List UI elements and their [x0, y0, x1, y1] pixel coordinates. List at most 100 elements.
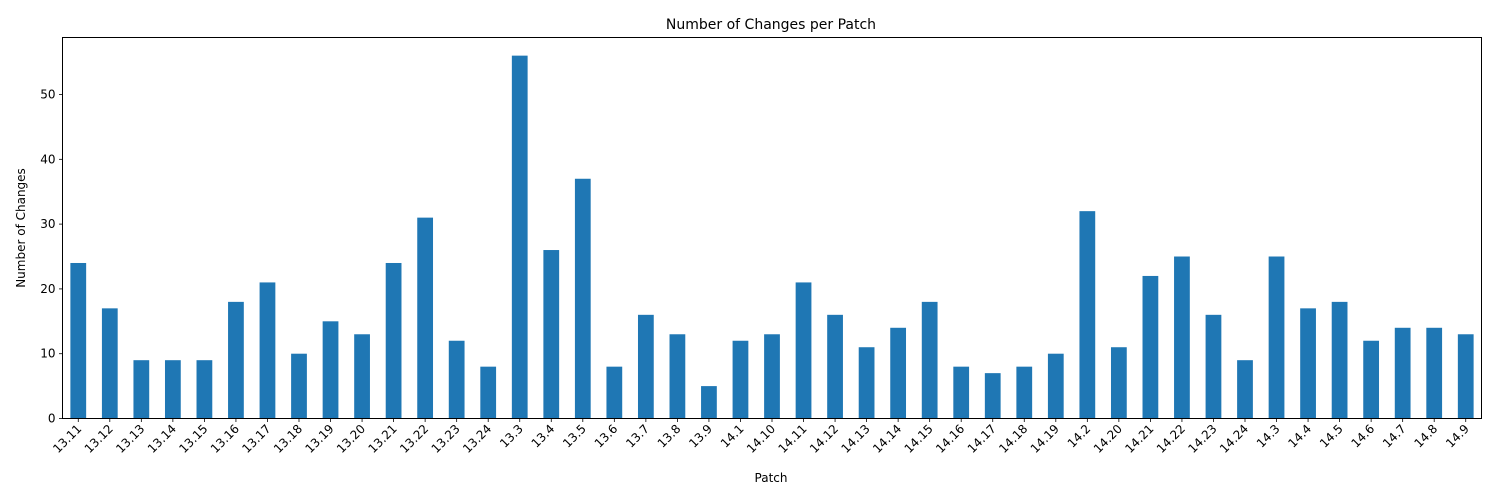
x-tick-label: 13.20	[334, 422, 368, 456]
y-tick-label: 30	[40, 217, 55, 231]
bar-13.15	[196, 360, 213, 419]
bar-14.4	[1300, 308, 1316, 419]
x-tick-label: 13.19	[302, 422, 336, 456]
bar-14.10	[764, 334, 780, 419]
bar-13.5	[574, 178, 591, 419]
bar-14.17	[984, 373, 1001, 419]
x-tick-label: 13.5	[560, 422, 589, 451]
bar-14.22	[1174, 256, 1190, 419]
bar-14.7	[1394, 327, 1411, 419]
y-tick-label: 10	[40, 347, 55, 361]
x-tick-label: 14.20	[1091, 422, 1125, 456]
bar-14.19	[1047, 353, 1064, 419]
x-tick-label: 14.12	[807, 422, 841, 456]
bar-13.23	[448, 340, 465, 419]
x-tick-label: 14.18	[996, 422, 1030, 456]
x-tick-label: 14.11	[775, 422, 809, 456]
x-axis-label: Patch	[755, 471, 788, 485]
bar-13.21	[385, 262, 402, 419]
x-tick-label: 14.6	[1348, 422, 1377, 451]
bar-13.19	[322, 321, 339, 419]
x-tick-label: 13.8	[655, 422, 684, 451]
y-tick-label: 50	[40, 88, 55, 102]
x-tick-label: 13.6	[592, 422, 621, 451]
x-tick-label: 14.21	[1122, 422, 1156, 456]
bar-14.18	[1016, 366, 1033, 419]
bar-14.11	[795, 282, 812, 419]
x-tick-label: 14.15	[902, 422, 936, 456]
bar-14.13	[858, 347, 875, 419]
bar-14.6	[1363, 340, 1380, 419]
bar-13.6	[606, 366, 623, 419]
x-tick-label: 14.17	[965, 422, 999, 456]
x-tick-label: 13.3	[497, 422, 526, 451]
bar-14.5	[1331, 301, 1348, 419]
bar-14.14	[890, 327, 907, 419]
x-tick-label: 13.4	[529, 422, 558, 451]
x-tick-label: 14.10	[744, 422, 778, 456]
x-tick-label: 14.2	[1065, 422, 1094, 451]
bar-13.16	[228, 301, 244, 419]
bar-14.1	[732, 340, 749, 419]
x-tick-label: 14.16	[933, 422, 967, 456]
x-tick-label: 14.7	[1380, 422, 1409, 451]
bar-14.16	[953, 366, 970, 419]
x-tick-label: 13.18	[271, 422, 305, 456]
bar-13.3	[511, 55, 528, 419]
x-tick-label: 13.11	[50, 422, 84, 456]
bar-13.18	[291, 353, 307, 419]
x-tick-label: 13.13	[113, 422, 147, 456]
x-axis: 13.1113.1213.1313.1413.1513.1613.1713.18…	[50, 418, 1472, 456]
x-tick-label: 13.12	[82, 422, 116, 456]
x-tick-label: 13.7	[623, 422, 652, 451]
x-tick-label: 13.23	[429, 422, 463, 456]
bar-13.20	[354, 334, 370, 419]
bar-14.20	[1110, 347, 1127, 419]
x-tick-label: 13.16	[208, 422, 242, 456]
x-tick-label: 13.15	[176, 422, 210, 456]
x-tick-label: 14.5	[1317, 422, 1346, 451]
x-tick-label: 14.8	[1412, 422, 1441, 451]
x-tick-label: 14.1	[718, 422, 747, 451]
x-tick-label: 14.24	[1217, 422, 1251, 456]
x-tick-label: 14.4	[1285, 422, 1314, 451]
x-tick-label: 14.3	[1254, 422, 1283, 451]
y-tick-label: 20	[40, 282, 55, 296]
bar-13.22	[417, 217, 434, 419]
bar-14.9	[1457, 334, 1474, 419]
bar-13.12	[101, 308, 118, 419]
chart-title: Number of Changes per Patch	[666, 17, 876, 33]
x-tick-label: 13.24	[460, 422, 494, 456]
bar-14.12	[827, 314, 843, 419]
bar-13.8	[669, 334, 686, 419]
y-axis-label: Number of Changes	[14, 168, 28, 288]
bar-14.24	[1237, 360, 1253, 419]
bar-13.7	[637, 314, 654, 419]
x-tick-label: 14.9	[1443, 422, 1472, 451]
x-tick-label: 14.13	[839, 422, 873, 456]
x-tick-label: 13.9	[686, 422, 715, 451]
y-tick-label: 40	[40, 152, 55, 166]
x-tick-label: 14.23	[1185, 422, 1219, 456]
bar-14.3	[1268, 256, 1285, 419]
plot-frame	[62, 37, 1482, 419]
bar-13.17	[259, 282, 276, 419]
bar-13.13	[133, 360, 150, 419]
bar-13.11	[70, 262, 87, 419]
bar-14.8	[1426, 327, 1443, 419]
x-tick-label: 13.17	[239, 422, 273, 456]
bars-group	[70, 55, 1474, 419]
bar-13.14	[164, 360, 181, 419]
bar-13.9	[701, 386, 717, 419]
bar-13.24	[480, 366, 497, 419]
x-tick-label: 14.14	[870, 422, 904, 456]
bar-14.21	[1142, 275, 1159, 419]
bar-14.15	[921, 301, 938, 419]
bar-14.23	[1205, 314, 1222, 419]
x-tick-label: 13.14	[145, 422, 179, 456]
y-axis: 0 10 20 30 40 50	[40, 88, 63, 426]
bar-13.4	[543, 250, 560, 419]
bar-14.2	[1079, 211, 1096, 419]
